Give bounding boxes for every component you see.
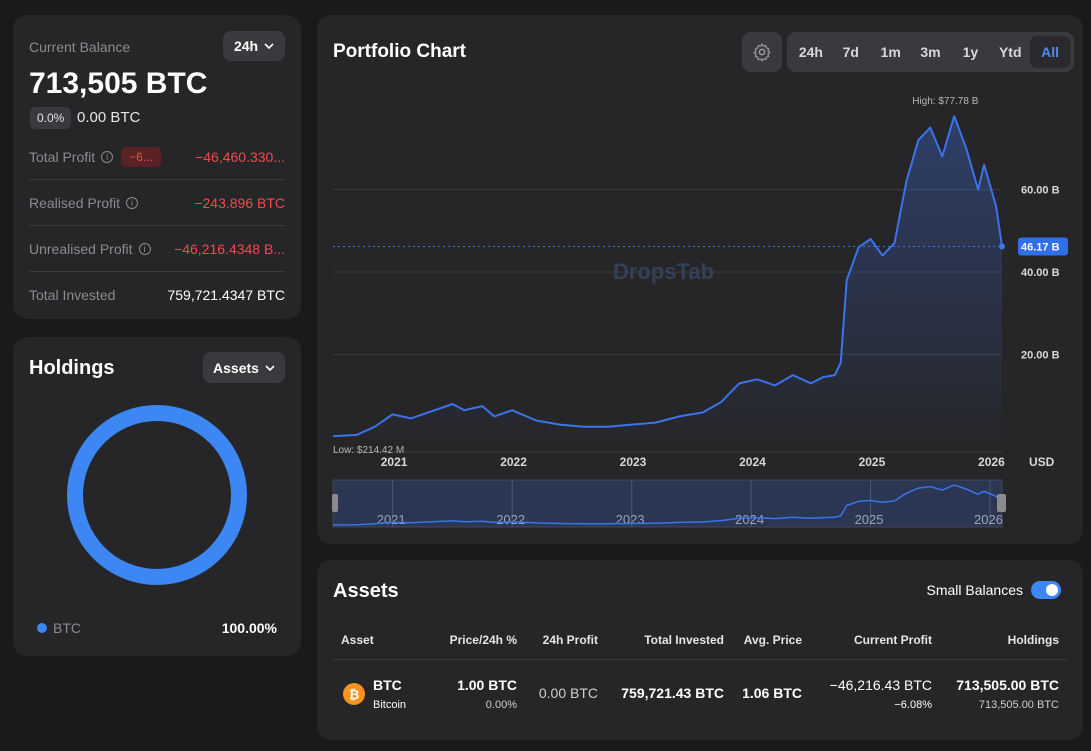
asset-current-profit-pct: −6.08% bbox=[894, 699, 932, 711]
range-3m[interactable]: 3m bbox=[920, 44, 941, 60]
total-profit-label: Total Profit bbox=[29, 149, 96, 165]
chevron-down-icon bbox=[265, 364, 275, 371]
total-invested-label: Total Invested bbox=[29, 286, 116, 303]
balance-period-value: 24h bbox=[233, 38, 259, 54]
asset-total-invested: 759,721.43 BTC bbox=[621, 685, 724, 701]
navigator-tick-label: 2024 bbox=[735, 512, 764, 527]
low-label: Low: $214.42 M bbox=[333, 445, 404, 456]
range-all[interactable]: All bbox=[1030, 36, 1071, 68]
holdings-selector-value: Assets bbox=[213, 359, 259, 376]
holdings-title: Holdings bbox=[29, 357, 115, 379]
chart-settings-button[interactable] bbox=[742, 32, 782, 72]
currency-label: USD bbox=[1029, 455, 1055, 469]
x-tick-label: 2021 bbox=[381, 455, 408, 469]
y-tick-label: 60.00 B bbox=[1021, 185, 1060, 197]
navigator-tick-label: 2021 bbox=[377, 512, 406, 527]
asset-24h-profit: 0.00 BTC bbox=[538, 685, 598, 701]
chart-series-line[interactable] bbox=[332, 115, 1003, 438]
portfolio-chart[interactable]: 20.00 B 40.00 B 60.00 B DropsTab 46.17 B High… bbox=[317, 15, 1083, 544]
total-profit-badge: −6... bbox=[121, 147, 161, 167]
navigator-series-line bbox=[332, 484, 1003, 526]
asset-current-profit: −46,216.43 BTC bbox=[829, 677, 932, 693]
col-header-avg-price[interactable]: Avg. Price bbox=[743, 633, 802, 647]
balance-change-value: 0.00 BTC bbox=[77, 109, 141, 126]
legend-asset-name: BTC bbox=[53, 620, 81, 636]
chart-area-fill bbox=[333, 116, 1002, 437]
navigator-right-handle[interactable] bbox=[997, 494, 1006, 512]
watermark-text: DropsTab bbox=[613, 259, 714, 284]
navigator-tick-label: 2025 bbox=[855, 512, 884, 527]
col-header-holdings[interactable]: Holdings bbox=[1007, 633, 1059, 647]
balance-period-dropdown[interactable]: 24h bbox=[223, 31, 285, 61]
col-header-24h-profit[interactable]: 24h Profit bbox=[542, 633, 598, 647]
legend-dot-icon bbox=[37, 623, 47, 633]
x-tick-label: 2022 bbox=[500, 455, 527, 469]
asset-holdings: 713,505.00 BTC bbox=[956, 677, 1059, 693]
col-header-asset[interactable]: Asset bbox=[341, 633, 374, 647]
gear-icon bbox=[753, 43, 771, 62]
total-invested-row: Total Invested 759,721.4347 BTC bbox=[29, 272, 285, 317]
x-tick-label: 2023 bbox=[620, 455, 647, 469]
chart-navigator[interactable] bbox=[332, 479, 1003, 528]
range-24h[interactable]: 24h bbox=[798, 44, 823, 60]
unrealised-profit-label: Unrealised Profit bbox=[29, 241, 133, 257]
chart-title: Portfolio Chart bbox=[333, 41, 466, 62]
realised-profit-row: Realised Profit i −243.896 BTC bbox=[29, 181, 285, 226]
asset-holdings-sub: 713,505.00 BTC bbox=[978, 699, 1059, 711]
info-icon[interactable]: i bbox=[101, 151, 114, 163]
col-header-current-profit[interactable]: Current Profit bbox=[854, 633, 932, 647]
realised-profit-label: Realised Profit bbox=[29, 195, 121, 211]
range-7d[interactable]: 7d bbox=[842, 44, 859, 60]
holdings-donut-chart[interactable] bbox=[67, 405, 247, 585]
x-tick-label: 2024 bbox=[739, 455, 766, 469]
holdings-legend-item[interactable]: BTC bbox=[37, 620, 81, 636]
navigator-tick-label: 2023 bbox=[616, 512, 645, 527]
col-header-price[interactable]: Price/24h % bbox=[449, 633, 517, 647]
chevron-down-icon bbox=[264, 43, 274, 49]
asset-price-change: 0.00% bbox=[485, 699, 517, 711]
current-value-badge bbox=[1018, 237, 1068, 256]
balance-card: Current Balance 24h 713,505 BTC 0.0% 0.0… bbox=[13, 15, 301, 319]
unrealised-profit-row: Unrealised Profit i −46,216.4348 B... bbox=[29, 227, 285, 272]
portfolio-chart-card: 20.00 B 40.00 B 60.00 B DropsTab 46.17 B High… bbox=[317, 15, 1083, 544]
legend-asset-pct: 100.00% bbox=[221, 620, 277, 636]
small-balances-label: Small Balances bbox=[926, 582, 1024, 598]
range-1y[interactable]: 1y bbox=[962, 44, 979, 60]
y-tick-label: 40.00 B bbox=[1021, 267, 1060, 279]
assets-card: Assets Small Balances Asset Price/24h % … bbox=[317, 560, 1083, 740]
range-1m[interactable]: 1m bbox=[880, 44, 901, 60]
current-value-marker bbox=[999, 243, 1005, 250]
total-profit-value: −46,460.330... bbox=[195, 149, 285, 165]
bitcoin-icon: ₿ bbox=[343, 683, 365, 705]
high-label: High: $77.78 B bbox=[912, 96, 978, 107]
balance-value: 713,505 BTC bbox=[29, 67, 208, 100]
info-icon[interactable]: i bbox=[126, 197, 139, 209]
current-value-label: 46.17 B bbox=[1021, 242, 1060, 254]
asset-price: 1.00 BTC bbox=[457, 677, 517, 693]
info-icon[interactable]: i bbox=[138, 243, 151, 255]
table-divider bbox=[333, 659, 1067, 660]
navigator-tick-label: 2022 bbox=[496, 512, 525, 527]
y-tick-label: 20.00 B bbox=[1021, 350, 1060, 362]
assets-title: Assets bbox=[333, 580, 399, 602]
realised-profit-value: −243.896 BTC bbox=[194, 195, 285, 211]
asset-name: Bitcoin bbox=[373, 699, 407, 711]
balance-change-pct: 0.0% bbox=[30, 107, 72, 129]
holdings-card: Holdings Assets BTC 100.00% bbox=[13, 337, 301, 656]
unrealised-profit-value: −46,216.4348 B... bbox=[174, 241, 285, 257]
range-ytd[interactable]: Ytd bbox=[998, 44, 1022, 60]
total-profit-row: Total Profit i −6... −46,460.330... bbox=[29, 135, 285, 180]
col-header-total-invested[interactable]: Total Invested bbox=[644, 633, 724, 647]
total-invested-value: 759,721.4347 BTC bbox=[167, 286, 285, 303]
navigator-left-handle[interactable] bbox=[332, 494, 338, 512]
chart-range-selector: 24h 7d 1m 3m 1y Ytd All bbox=[787, 32, 1074, 72]
asset-avg-price: 1.06 BTC bbox=[742, 685, 802, 701]
asset-symbol: BTC bbox=[373, 677, 402, 693]
x-tick-label: 2025 bbox=[859, 455, 886, 469]
small-balances-toggle[interactable] bbox=[1031, 581, 1061, 599]
navigator-tick-label: 2026 bbox=[974, 512, 1003, 527]
current-balance-label: Current Balance bbox=[29, 39, 131, 55]
holdings-selector-dropdown[interactable]: Assets bbox=[203, 352, 285, 383]
x-tick-label: 2026 bbox=[978, 455, 1005, 469]
